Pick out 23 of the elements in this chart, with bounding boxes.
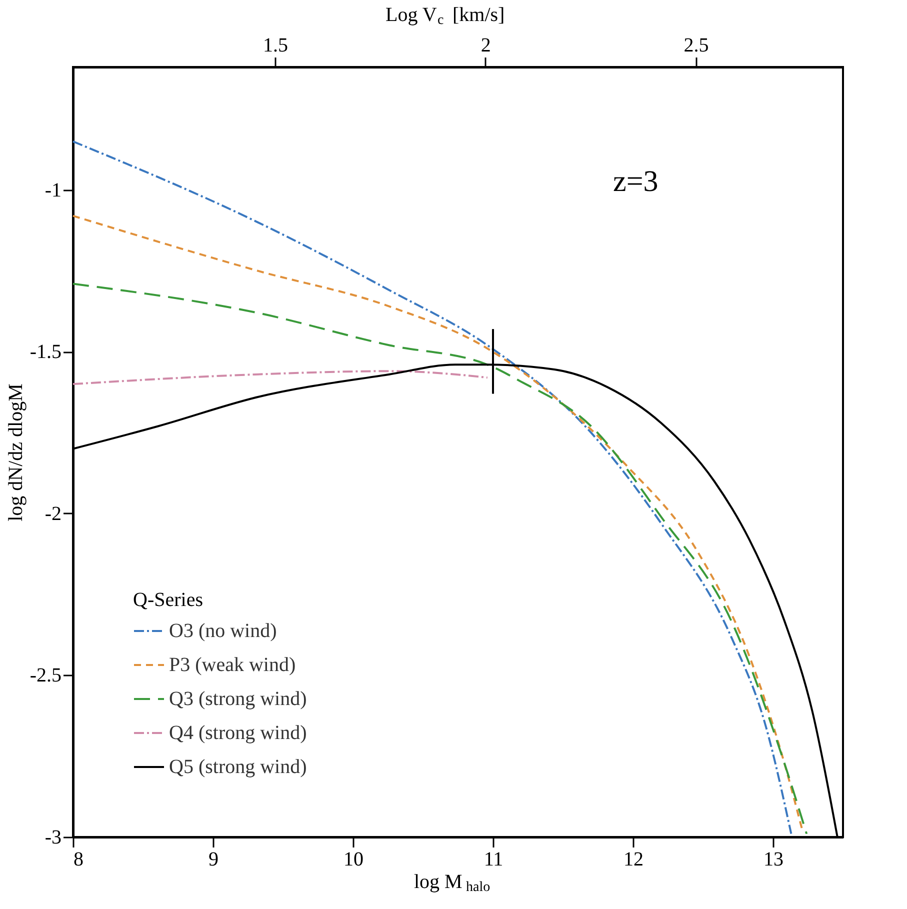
x-tick-label: 13 [764,848,784,870]
y-tick-label: -1.5 [30,341,62,364]
annotation: z=3 [613,165,658,198]
legend-title: Q-Series [133,589,204,611]
y-tick-label: -2 [44,502,62,525]
x-tick-label: 12 [624,848,644,870]
x-tick-label: 9 [208,848,218,870]
legend-label: P3 (weak wind) [169,654,296,676]
y-tick-label: -3 [44,826,62,848]
x2-tick-label: 1.5 [262,34,288,56]
x2-tick-label: 2 [480,34,491,56]
x-tick-label: 8 [74,848,84,870]
legend-label: O3 (no wind) [169,620,277,642]
x-tick-label: 10 [344,848,364,870]
x-tick-label: 11 [484,848,504,870]
y-axis-title: log dN/dz dlogM [4,383,27,522]
y-tick-label: -1 [44,179,62,202]
line-series [72,370,488,386]
y-tick-label: -2.5 [30,664,62,687]
legend-label: Q5 (strong wind) [169,756,307,778]
x2-tick-label: 2.5 [684,34,709,56]
legend-label: Q3 (strong wind) [169,688,307,710]
legend-label: Q4 (strong wind) [169,722,307,744]
